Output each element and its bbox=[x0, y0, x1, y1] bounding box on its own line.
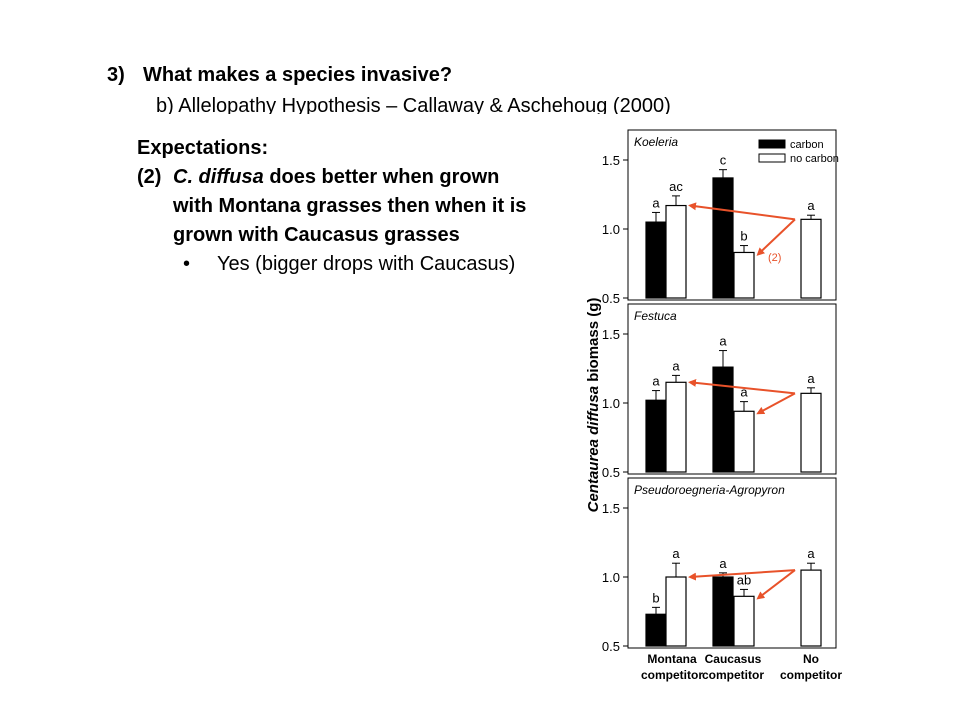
bullet-mark: • bbox=[183, 253, 191, 275]
y-tick-label: 1.5 bbox=[602, 327, 620, 342]
bar-no-carbon bbox=[665, 381, 687, 473]
panel-frame bbox=[627, 129, 837, 301]
expectation-number: (2) bbox=[137, 166, 162, 188]
annotation-label: (2) bbox=[768, 252, 781, 264]
panel-frame bbox=[627, 303, 837, 475]
x-category-label: competitor bbox=[641, 668, 703, 682]
bullet-item: • Yes (bigger drops with Caucasus) bbox=[137, 250, 537, 279]
significance-letter: a bbox=[672, 358, 680, 373]
y-tick-label: 0.5 bbox=[602, 291, 620, 306]
comparison-arrow bbox=[688, 569, 796, 581]
x-category-label: Montana bbox=[647, 652, 697, 666]
significance-letter: a bbox=[652, 374, 660, 389]
expectation-text: does better when grown with Montana gras… bbox=[173, 166, 527, 246]
x-category-label: No bbox=[803, 652, 819, 666]
significance-letter: b bbox=[652, 590, 659, 605]
y-tick-label: 1.0 bbox=[602, 396, 620, 411]
x-category-label: competitor bbox=[702, 668, 764, 682]
x-category-label: Caucasus bbox=[705, 652, 762, 666]
bar-no-carbon bbox=[665, 204, 687, 299]
y-axis-label-unit: biomass (g) bbox=[585, 298, 602, 386]
legend-label-no-carbon: no carbon bbox=[790, 153, 839, 165]
y-axis-label: Centaurea diffusa biomass (g) bbox=[585, 298, 602, 513]
bar-carbon bbox=[712, 177, 734, 299]
legend-label-carbon: carbon bbox=[790, 139, 824, 151]
comparison-arrow bbox=[688, 378, 796, 395]
significance-letter: a bbox=[740, 385, 748, 400]
bar-no-carbon bbox=[733, 595, 755, 647]
bar-no-carbon bbox=[665, 576, 687, 647]
significance-letter: ac bbox=[669, 179, 683, 194]
significance-letter: a bbox=[807, 546, 815, 561]
y-tick-label: 1.5 bbox=[602, 501, 620, 516]
significance-letter: a bbox=[719, 556, 727, 571]
comparison-arrow bbox=[756, 218, 796, 256]
significance-letter: a bbox=[652, 195, 660, 210]
bar-carbon bbox=[712, 576, 734, 647]
panel-title: Koeleria bbox=[634, 135, 678, 149]
bar-no-carbon bbox=[800, 569, 822, 647]
y-tick-label: 1.0 bbox=[602, 222, 620, 237]
significance-letter: c bbox=[720, 153, 727, 168]
comparison-arrow bbox=[756, 392, 796, 415]
comparison-arrow bbox=[756, 569, 796, 600]
slide-title: 3) What makes a species invasive? bbox=[107, 64, 452, 87]
panel-frame bbox=[627, 477, 837, 649]
bar-carbon bbox=[645, 613, 667, 647]
bar-no-carbon bbox=[733, 251, 755, 299]
bullet-text: Yes (bigger drops with Caucasus) bbox=[217, 253, 516, 275]
bar-no-carbon bbox=[800, 392, 822, 473]
significance-letter: a bbox=[807, 198, 815, 213]
bar-carbon bbox=[645, 221, 667, 299]
title-text: What makes a species invasive? bbox=[143, 64, 453, 86]
y-tick-label: 0.5 bbox=[602, 465, 620, 480]
title-number: 3) bbox=[107, 64, 125, 86]
comparison-arrow bbox=[688, 202, 796, 221]
y-tick-label: 1.5 bbox=[602, 153, 620, 168]
legend-swatch-no-carbon bbox=[758, 153, 786, 163]
bar-no-carbon bbox=[800, 218, 822, 299]
significance-letter: a bbox=[807, 371, 815, 386]
x-category-label: competitor bbox=[780, 668, 842, 682]
significance-letter: b bbox=[740, 229, 747, 244]
slide-subtitle: b) Allelopathy Hypothesis – Callaway & A… bbox=[156, 95, 671, 114]
bar-no-carbon bbox=[733, 410, 755, 473]
legend-swatch-carbon bbox=[758, 139, 786, 149]
significance-letter: a bbox=[719, 334, 727, 349]
bar-carbon bbox=[712, 366, 734, 473]
bar-carbon bbox=[645, 399, 667, 473]
significance-letter: ab bbox=[737, 572, 751, 587]
y-tick-label: 1.0 bbox=[602, 570, 620, 585]
expectations-heading: Expectations: bbox=[137, 137, 269, 159]
y-tick-label: 0.5 bbox=[602, 639, 620, 654]
species-name: C. diffusa bbox=[173, 166, 264, 188]
expectations-block: Expectations: (2) C. diffusa does better… bbox=[137, 134, 537, 279]
expectation-item-2: (2) C. diffusa does better when grown wi… bbox=[137, 163, 537, 250]
y-axis-label-species: Centaurea diffusa bbox=[585, 386, 602, 512]
significance-letter: a bbox=[672, 546, 680, 561]
panel-title: Festuca bbox=[634, 309, 677, 323]
panel-title: Pseudoroegneria-Agropyron bbox=[634, 483, 785, 497]
